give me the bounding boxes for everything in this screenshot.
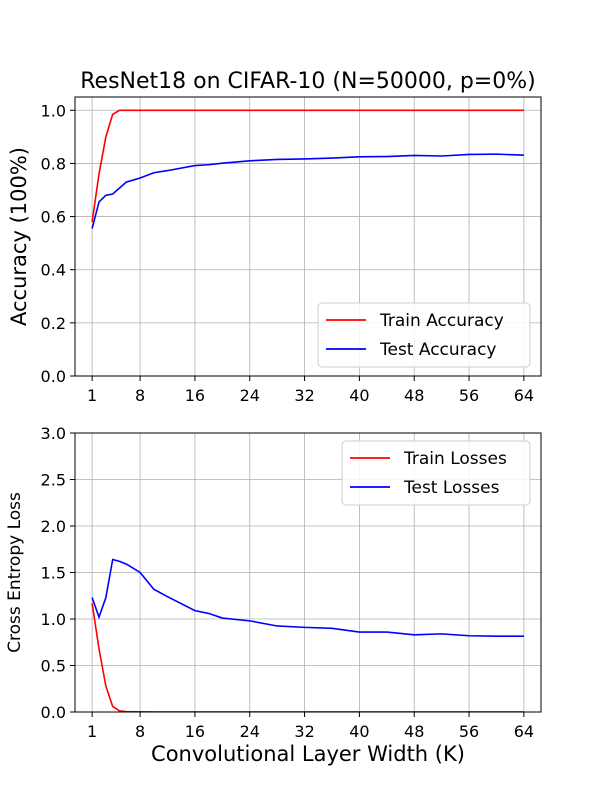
x-tick-label: 56 <box>459 722 479 741</box>
y-tick-label: 0.0 <box>41 367 66 386</box>
legend-label: Test Losses <box>403 478 500 498</box>
x-tick-label: 8 <box>135 722 145 741</box>
x-tick-label: 64 <box>514 386 534 405</box>
x-tick-label: 48 <box>404 722 424 741</box>
y-tick-label: 1.0 <box>41 610 66 629</box>
legend: Train Losses Test Losses <box>341 440 531 506</box>
figure-title: ResNet18 on CIFAR-10 (N=50000, p=0%) <box>80 69 535 94</box>
y-tick-label: 0.0 <box>41 703 66 722</box>
legend-label: Train Losses <box>403 449 507 469</box>
y-tick-label: 3.0 <box>41 424 66 443</box>
y-tick-label: 1.0 <box>41 101 66 120</box>
y-tick-label: 0.4 <box>41 261 66 280</box>
legend-box <box>341 440 531 506</box>
y-tick-label: 0.6 <box>41 208 66 227</box>
x-tick-label: 48 <box>404 386 424 405</box>
legend-box <box>317 302 531 368</box>
y-tick-label: 1.5 <box>41 564 66 583</box>
y-axis-label: Cross Entropy Loss <box>5 492 25 653</box>
y-tick-label: 0.2 <box>41 314 66 333</box>
loss-plot: 1 8 16 24 32 40 48 56 64 0.0 0.5 1.0 1.5 2.0 2.5 3.0 Cro… <box>5 424 542 766</box>
series-line-test-losses <box>91 558 524 638</box>
x-tick-label: 32 <box>294 386 314 405</box>
x-tick-label: 1 <box>87 722 97 741</box>
x-tick-label: 16 <box>185 722 205 741</box>
accuracy-plot: 1 8 16 24 32 40 48 56 64 0.0 0.2 0.4 0.6 0.8 1.0 Accura… <box>7 96 542 405</box>
legend: Train Accuracy Test Accuracy <box>317 302 531 368</box>
x-tick-label: 24 <box>240 386 260 405</box>
x-tick-label: 64 <box>514 722 534 741</box>
y-tick-label: 2.5 <box>41 471 66 490</box>
legend-label: Test Accuracy <box>379 340 497 360</box>
x-tick-label: 32 <box>294 722 314 741</box>
y-tick-label: 2.0 <box>41 517 66 536</box>
x-tick-label: 16 <box>185 386 205 405</box>
x-tick-label: 40 <box>349 722 369 741</box>
series-line-train-accuracy <box>91 109 524 223</box>
x-tick-label: 40 <box>349 386 369 405</box>
y-tick-label: 0.5 <box>41 657 66 676</box>
plot-frame <box>74 96 542 377</box>
x-tick-label: 8 <box>135 386 145 405</box>
series-line-test-accuracy <box>91 153 524 229</box>
legend-label: Train Accuracy <box>379 311 504 331</box>
y-tick-label: 0.8 <box>41 154 66 173</box>
y-axis-label: Accuracy (100%) <box>7 147 31 326</box>
x-axis-label: Convolutional Layer Width (K) <box>151 742 465 766</box>
x-tick-label: 56 <box>459 386 479 405</box>
x-tick-label: 1 <box>87 386 97 405</box>
x-tick-label: 24 <box>240 722 260 741</box>
